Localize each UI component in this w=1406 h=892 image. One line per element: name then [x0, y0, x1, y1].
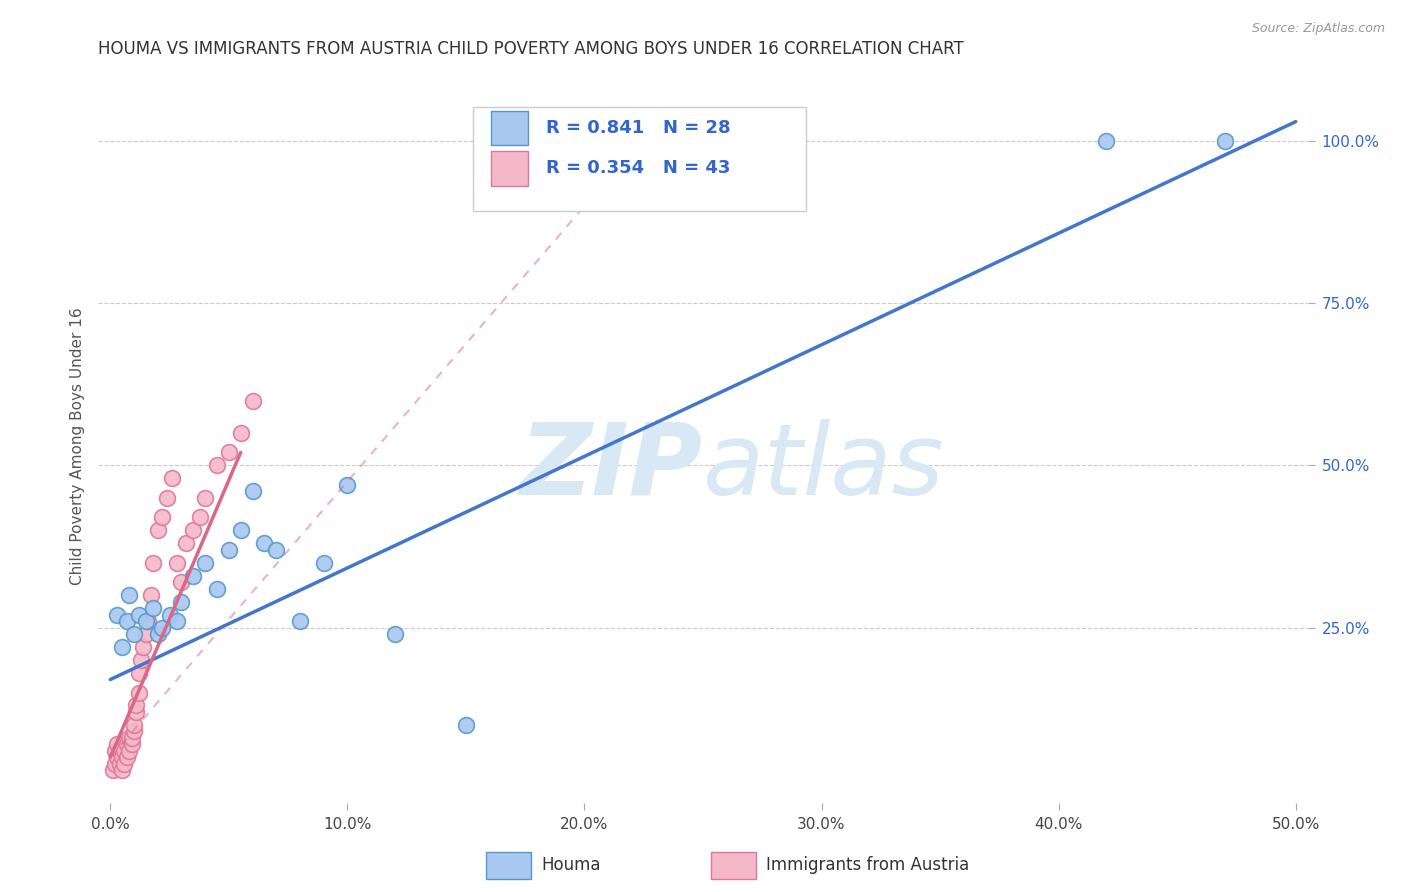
Point: [105, 738, 128, 752]
Point: [288, 614, 311, 628]
Point: [104, 756, 127, 771]
Point: [242, 393, 264, 408]
Point: [114, 744, 136, 758]
Point: [166, 614, 188, 628]
Text: HOUMA VS IMMIGRANTS FROM AUSTRIA CHILD POVERTY AMONG BOYS UNDER 16 CORRELATION C: HOUMA VS IMMIGRANTS FROM AUSTRIA CHILD P…: [98, 40, 965, 58]
Point: [105, 750, 128, 764]
Point: [118, 744, 141, 758]
Point: [128, 607, 150, 622]
Point: [114, 756, 136, 771]
Text: Source: ZipAtlas.com: Source: ZipAtlas.com: [1251, 22, 1385, 36]
Point: [156, 491, 179, 505]
Point: [111, 750, 134, 764]
Point: [194, 491, 217, 505]
Point: [174, 536, 197, 550]
Point: [181, 568, 204, 582]
Point: [121, 738, 143, 752]
Point: [384, 627, 406, 641]
Point: [312, 556, 335, 570]
Point: [253, 536, 276, 550]
Point: [139, 588, 162, 602]
Point: [142, 556, 165, 570]
Point: [152, 510, 174, 524]
FancyBboxPatch shape: [474, 107, 806, 211]
Point: [242, 484, 264, 499]
Point: [166, 556, 188, 570]
Point: [170, 575, 193, 590]
Point: [136, 614, 159, 628]
Point: [118, 731, 141, 745]
Point: [454, 718, 477, 732]
Text: Houma: Houma: [541, 856, 600, 874]
Point: [125, 705, 148, 719]
Point: [111, 640, 134, 654]
Bar: [492, 111, 527, 145]
Point: [194, 556, 217, 570]
Point: [159, 607, 181, 622]
Point: [108, 756, 131, 771]
Point: [125, 698, 148, 713]
Point: [105, 607, 128, 622]
Point: [122, 724, 145, 739]
Point: [336, 478, 359, 492]
Point: [146, 627, 169, 641]
Text: R = 0.841   N = 28: R = 0.841 N = 28: [546, 119, 731, 136]
Point: [115, 750, 138, 764]
Point: [1213, 134, 1236, 148]
Point: [135, 614, 157, 628]
Y-axis label: Child Poverty Among Boys Under 16: Child Poverty Among Boys Under 16: [69, 307, 84, 585]
Point: [122, 627, 145, 641]
Point: [132, 640, 155, 654]
Point: [229, 425, 252, 440]
Point: [115, 614, 138, 628]
Point: [118, 588, 141, 602]
Text: Immigrants from Austria: Immigrants from Austria: [766, 856, 970, 874]
Point: [104, 744, 127, 758]
Point: [218, 542, 240, 557]
Point: [205, 582, 228, 596]
Text: ZIP: ZIP: [520, 419, 703, 516]
Point: [122, 718, 145, 732]
Point: [129, 653, 152, 667]
Point: [181, 524, 204, 538]
Bar: [492, 152, 527, 186]
Text: atlas: atlas: [703, 419, 945, 516]
Point: [264, 542, 287, 557]
Point: [101, 764, 124, 778]
Point: [142, 601, 165, 615]
Point: [190, 510, 212, 524]
Point: [128, 685, 150, 699]
Point: [218, 445, 240, 459]
Point: [111, 764, 134, 778]
Point: [135, 627, 157, 641]
Point: [205, 458, 228, 473]
Point: [229, 524, 252, 538]
Point: [108, 744, 131, 758]
Point: [115, 738, 138, 752]
Point: [1095, 134, 1118, 148]
Point: [146, 524, 169, 538]
Point: [128, 666, 150, 681]
Text: R = 0.354   N = 43: R = 0.354 N = 43: [546, 160, 730, 178]
Point: [121, 731, 143, 745]
Point: [160, 471, 183, 485]
Point: [152, 621, 174, 635]
Point: [170, 595, 193, 609]
